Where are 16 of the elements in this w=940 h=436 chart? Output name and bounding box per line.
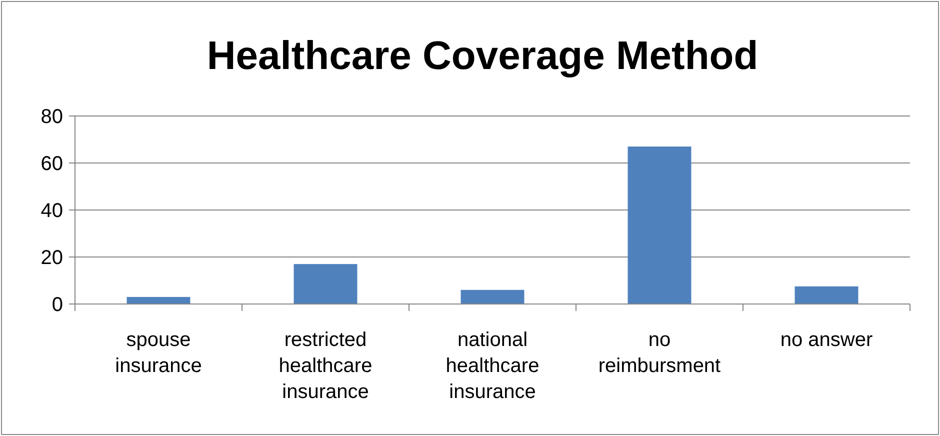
bar [628,146,692,304]
x-tick-label: restricted healthcare insurance [278,329,372,403]
bar [794,286,858,304]
chart-title: Healthcare Coverage Method [206,34,758,78]
x-tick-label: no reimbursment [598,329,722,377]
x-tick-label: no answer [780,329,873,351]
x-tick-label: national healthcare insurance [446,329,540,403]
x-tick-label: spouse insurance [115,329,202,377]
y-tick-label: 80 [40,106,63,128]
y-tick-label: 0 [52,294,63,316]
y-tick-label: 40 [40,200,63,222]
bar [294,264,358,304]
y-tick-label: 60 [40,153,63,175]
bar [126,296,190,304]
y-tick-label: 20 [40,247,63,269]
bar [460,290,524,304]
